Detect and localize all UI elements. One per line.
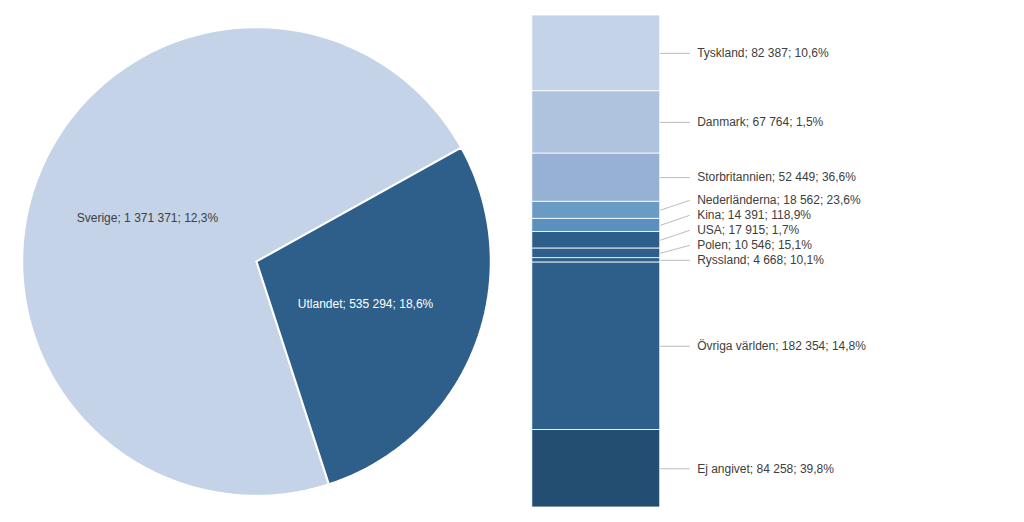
svg-text:Ryssland; 4 668; 10,1%: Ryssland; 4 668; 10,1% — [697, 253, 824, 267]
svg-text:Utlandet; 535 294; 18,6%: Utlandet; 535 294; 18,6% — [298, 297, 434, 311]
svg-text:Danmark; 67 764; 1,5%: Danmark; 67 764; 1,5% — [697, 115, 823, 129]
svg-text:Storbritannien; 52 449; 36,6%: Storbritannien; 52 449; 36,6% — [697, 170, 856, 184]
svg-text:Övriga världen; 182 354; 14,8%: Övriga världen; 182 354; 14,8% — [697, 339, 866, 353]
svg-text:USA; 17 915; 1,7%: USA; 17 915; 1,7% — [697, 223, 799, 237]
svg-text:Ej angivet; 84 258; 39,8%: Ej angivet; 84 258; 39,8% — [697, 462, 834, 476]
svg-text:Tyskland; 82 387; 10,6%: Tyskland; 82 387; 10,6% — [697, 46, 829, 60]
svg-text:Kina; 14 391; 118,9%: Kina; 14 391; 118,9% — [697, 208, 811, 222]
svg-text:Nederländerna; 18 562; 23,6%: Nederländerna; 18 562; 23,6% — [697, 193, 861, 207]
svg-text:Polen; 10 546; 15,1%: Polen; 10 546; 15,1% — [697, 238, 812, 252]
svg-text:Sverige; 1 371 371; 12,3%: Sverige; 1 371 371; 12,3% — [77, 211, 219, 225]
